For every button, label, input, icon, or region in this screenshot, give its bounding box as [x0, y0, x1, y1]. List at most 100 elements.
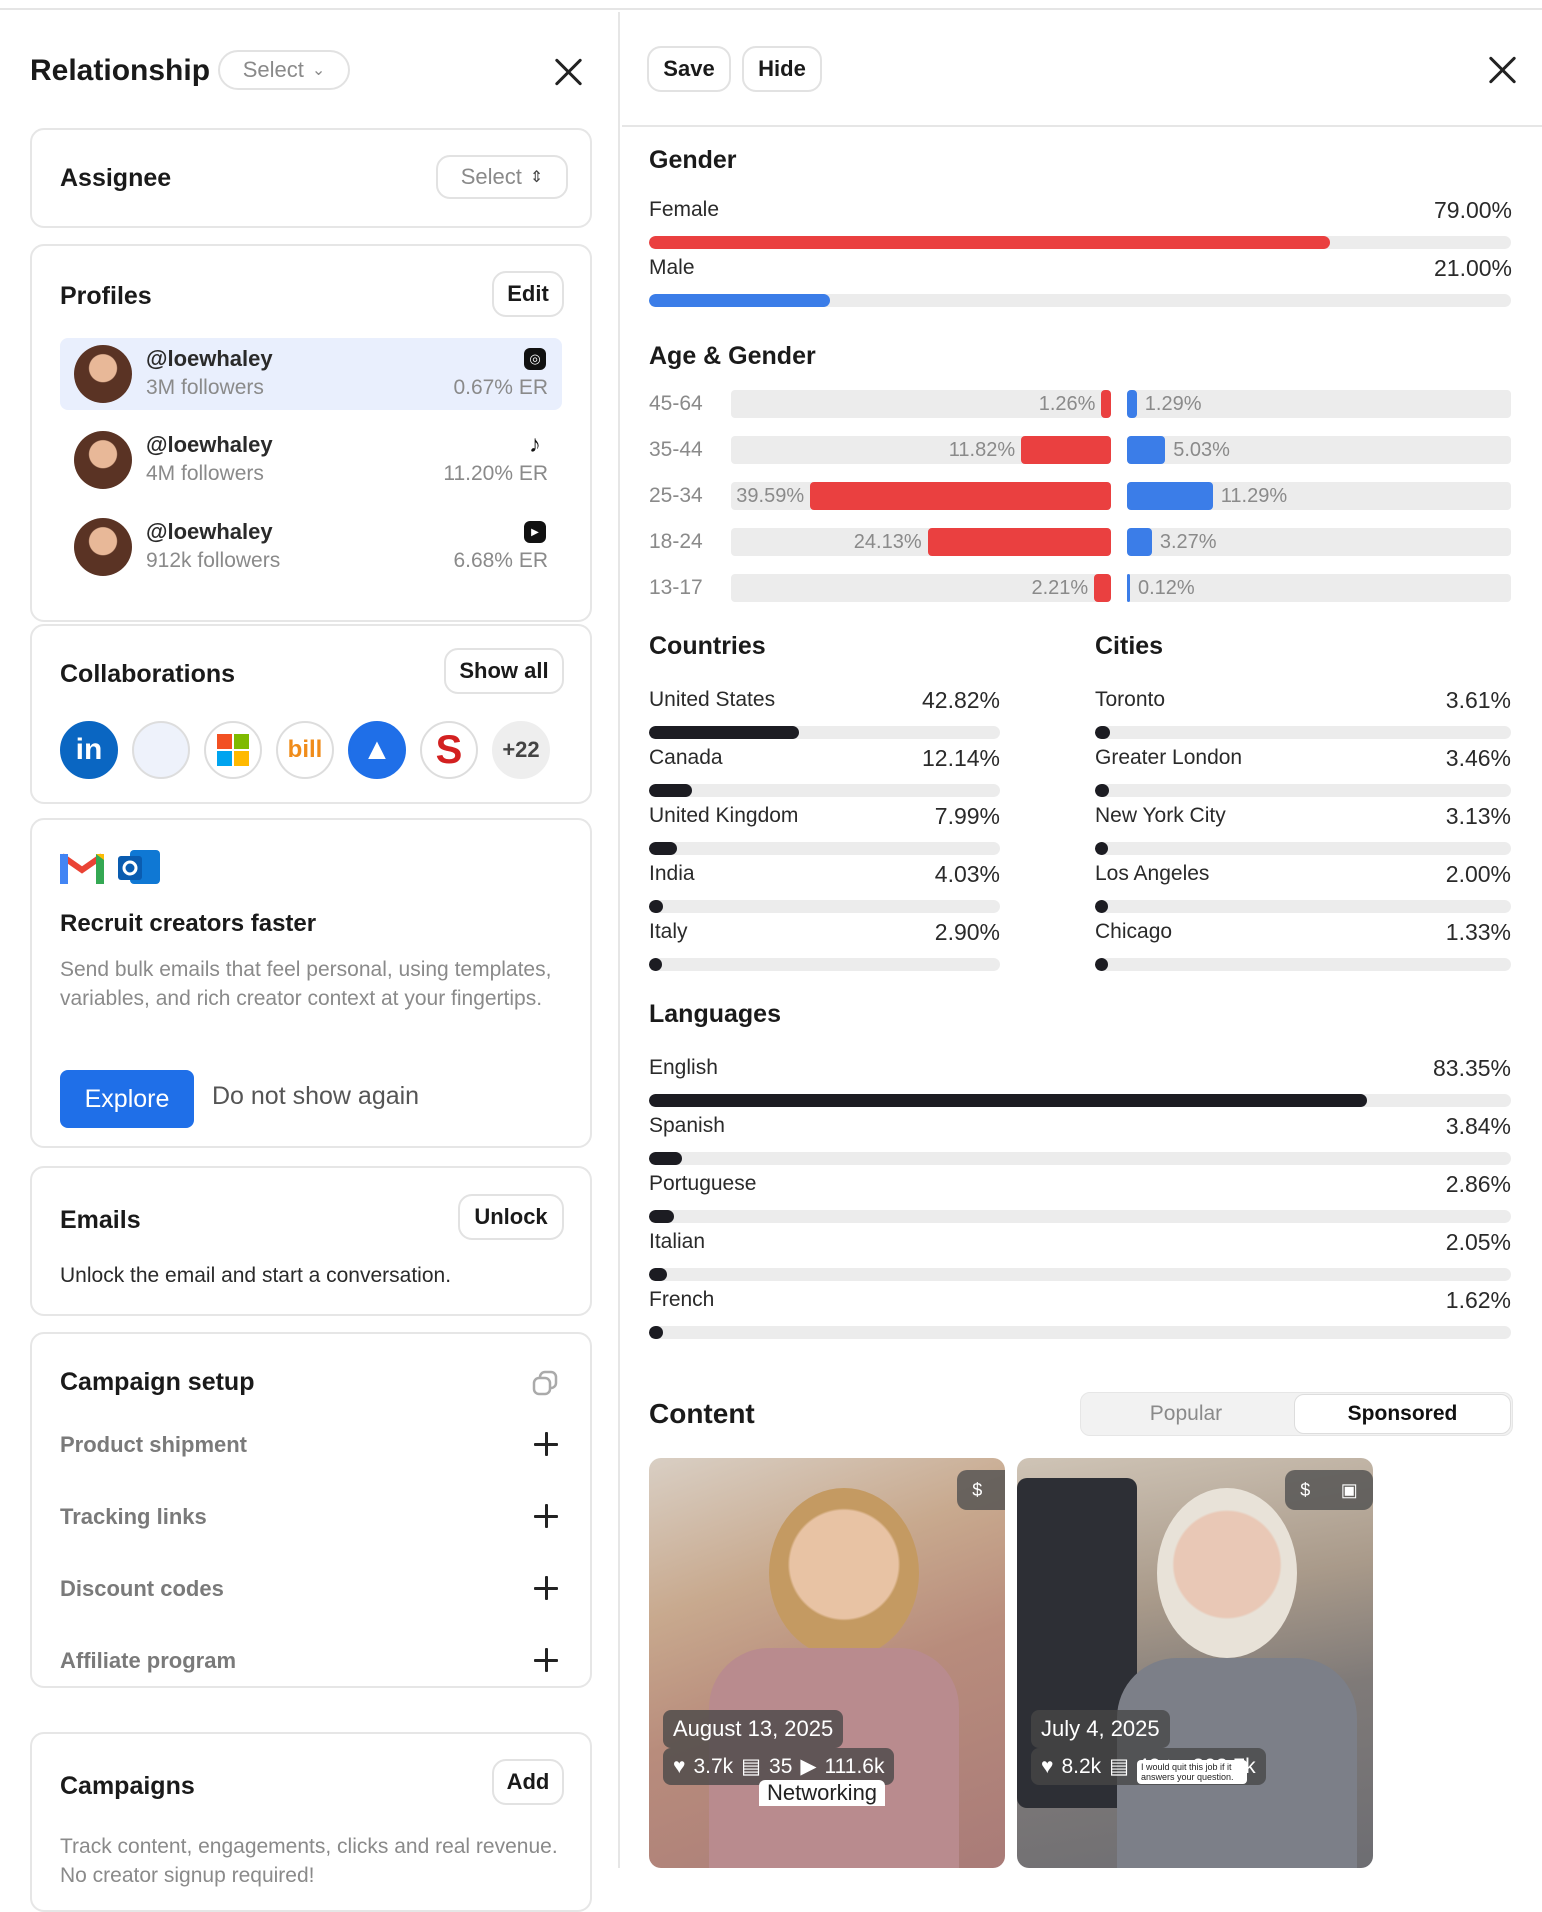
avatar — [74, 518, 132, 576]
male-bar — [1127, 528, 1152, 556]
tab-sponsored[interactable]: Sponsored — [1294, 1394, 1511, 1434]
row-value: 4.03% — [934, 861, 1000, 887]
male-pct: 0.12% — [1138, 577, 1195, 599]
updown-chevron-icon: ⇕ — [529, 169, 544, 186]
copy-icon[interactable] — [532, 1370, 558, 1396]
post-1-date: August 13, 2025 — [663, 1710, 844, 1748]
blank-logo[interactable] — [132, 721, 190, 779]
row-track — [649, 1152, 1511, 1165]
profile-item-instagram[interactable]: @loewhaley 3M followers 0.67% ER ◎ — [60, 338, 562, 410]
row-label: Chicago — [1095, 920, 1173, 943]
show-all-collaborations-button[interactable]: Show all — [444, 648, 564, 694]
row-track — [1095, 842, 1511, 855]
edit-profiles-button[interactable]: Edit — [492, 271, 564, 317]
row-value: 3.46% — [1445, 745, 1511, 771]
panel-title: Relationship — [30, 54, 211, 87]
post-1-views: 111.6k — [824, 1754, 885, 1778]
row-fill — [649, 784, 692, 797]
row-fill — [649, 1210, 674, 1223]
content-post-1[interactable]: $▣ August 13, 2025 ♥ 3.7k ▤ 35 ▶ 111.6k Net… — [649, 1458, 1005, 1868]
tab-popular[interactable]: Popular — [1149, 1402, 1223, 1425]
row-value: 2.00% — [1445, 861, 1511, 887]
play-icon: ▶ — [800, 1755, 817, 1778]
profile-item-youtube[interactable]: @loewhaley 912k followers 6.68% ER ▶ — [60, 511, 562, 583]
unlock-button[interactable]: Unlock — [458, 1194, 564, 1240]
gender-bar-female — [649, 236, 1511, 249]
row-label: New York City — [1095, 804, 1226, 827]
age-row-13-17: 13-17 2.21% 0.12% — [649, 572, 1511, 604]
top-divider — [0, 0, 1542, 10]
row-track — [649, 1210, 1511, 1223]
female-bar — [1101, 390, 1111, 418]
recruit-card: Recruit creators faster Send bulk emails… — [30, 818, 592, 1148]
calendar-icon: ▣ — [1340, 1479, 1358, 1500]
more-collaborations-badge[interactable]: +22 — [492, 721, 550, 779]
linkedin-logo[interactable]: in — [60, 721, 118, 779]
male-bar — [1127, 390, 1137, 418]
heart-icon: ♥ — [673, 1754, 686, 1778]
female-pct: 2.21% — [1031, 577, 1089, 599]
age-label: 25-34 — [649, 484, 703, 507]
cities-title: Cities — [1095, 632, 1164, 660]
row-track — [649, 726, 1000, 739]
age-label: 18-24 — [649, 530, 703, 553]
add-campaign-button[interactable]: Add — [492, 1759, 564, 1805]
add-product-shipment-icon[interactable] — [534, 1432, 558, 1456]
tiktok-icon: ♪ — [529, 431, 541, 458]
do-not-show-again-button[interactable]: Do not show again — [212, 1082, 420, 1110]
relationship-select-value: Select — [242, 57, 304, 82]
qualcomm-logo[interactable]: S — [420, 721, 478, 779]
countries-title: Countries — [649, 632, 766, 660]
relationship-select[interactable]: Select ⌄ — [218, 50, 350, 90]
add-discount-codes-icon[interactable] — [534, 1576, 558, 1600]
relationship-panel: Relationship Select ⌄ Assignee Select ⇕ … — [0, 12, 620, 1912]
female-bar — [1021, 436, 1111, 464]
male-pct: 11.29% — [1220, 485, 1288, 507]
gender-fill-male — [649, 294, 831, 307]
add-affiliate-program-icon[interactable] — [534, 1648, 558, 1672]
microsoft-logo[interactable] — [204, 721, 262, 779]
female-pct: 39.59% — [736, 485, 805, 507]
profile-item-tiktok[interactable]: @loewhaley 4M followers 11.20% ER ♪ — [60, 424, 562, 496]
row-fill — [649, 900, 664, 913]
post-2-likes: 8.2k — [1061, 1754, 1102, 1778]
dollar-icon: $ — [1300, 1479, 1311, 1500]
row-fill — [649, 842, 678, 855]
discount-codes-label: Discount codes — [60, 1576, 224, 1601]
row-label: Greater London — [1095, 746, 1243, 769]
row-track — [649, 1326, 1511, 1339]
female-pct: 1.26% — [1038, 393, 1096, 415]
row-value: 1.62% — [1445, 1287, 1511, 1313]
male-pct: 5.03% — [1173, 439, 1230, 461]
recruit-description: Send bulk emails that feel personal, usi… — [60, 958, 552, 1010]
close-right-panel-icon[interactable] — [1482, 50, 1522, 90]
emails-card: Emails Unlock Unlock the email and start… — [30, 1166, 592, 1316]
row-fill — [649, 1268, 667, 1281]
row-label: Portuguese — [649, 1172, 757, 1195]
profile-followers: 912k followers — [146, 549, 281, 572]
affiliate-program-label: Affiliate program — [60, 1648, 237, 1673]
assignee-select-value: Select — [460, 164, 522, 189]
atlassian-logo[interactable]: ▲ — [348, 721, 406, 779]
save-button[interactable]: Save — [647, 46, 731, 92]
bill-logo[interactable]: bill — [276, 721, 334, 779]
age-row-25-34: 25-34 39.59% 11.29% — [649, 480, 1511, 512]
dollar-icon: $ — [972, 1479, 983, 1500]
row-label: Spanish — [649, 1114, 725, 1137]
hide-button[interactable]: Hide — [742, 46, 822, 92]
avatar — [74, 431, 132, 489]
add-tracking-links-icon[interactable] — [534, 1504, 558, 1528]
row-track — [1095, 726, 1511, 739]
profile-followers: 3M followers — [146, 376, 264, 399]
male-track — [1127, 390, 1511, 418]
profile-er: 11.20% ER — [443, 462, 548, 485]
post-1-stats: ♥ 3.7k ▤ 35 ▶ 111.6k — [663, 1748, 895, 1785]
assignee-select[interactable]: Select ⇕ — [436, 155, 568, 199]
close-left-panel-icon[interactable] — [548, 52, 588, 92]
row-value: 1.33% — [1445, 919, 1511, 945]
male-pct: 1.29% — [1144, 393, 1202, 415]
content-post-2[interactable]: $▣ July 4, 2025 ♥8.2k ▤40 ▶302.7k I woul… — [1017, 1458, 1373, 1868]
row-track — [649, 842, 1000, 855]
explore-button[interactable]: Explore — [60, 1070, 194, 1128]
profile-er: 0.67% ER — [453, 376, 548, 399]
